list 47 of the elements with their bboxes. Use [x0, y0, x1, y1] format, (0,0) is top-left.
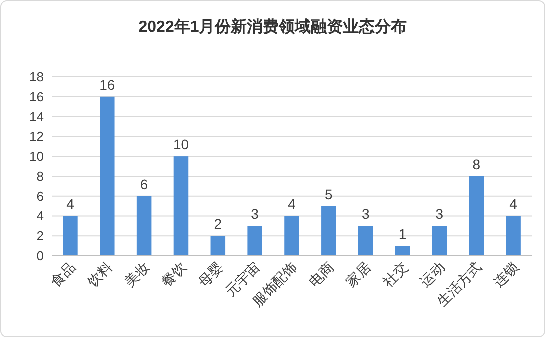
- bar: [395, 246, 410, 256]
- x-tick-label: 饮料: [84, 258, 116, 291]
- data-label: 4: [510, 196, 518, 212]
- data-label: 8: [472, 156, 481, 172]
- x-tick-label: 社交: [380, 258, 411, 290]
- y-tick-label: 0: [36, 248, 44, 264]
- data-label: 10: [173, 136, 190, 153]
- bar: [322, 206, 336, 256]
- y-tick-label: 12: [30, 129, 44, 144]
- x-tick-label: 连锁: [490, 258, 522, 290]
- x-tick-label: 美妆: [121, 258, 152, 290]
- data-label: 2: [214, 216, 222, 232]
- y-tick-label: 2: [36, 228, 44, 244]
- bar: [506, 216, 521, 256]
- x-tick-label: 餐饮: [158, 258, 190, 290]
- data-label: 4: [288, 196, 296, 212]
- bar: [284, 216, 300, 256]
- x-tick-label: 母婴: [195, 258, 226, 290]
- bar: [248, 226, 262, 256]
- y-tick-label: 14: [30, 109, 44, 124]
- y-tick-label: 18: [30, 70, 44, 84]
- x-tick-label: 食品: [47, 258, 79, 290]
- bar: [136, 196, 152, 256]
- bar: [432, 226, 448, 256]
- data-label: 1: [398, 226, 407, 242]
- x-tick-label: 电商: [306, 258, 338, 290]
- data-label: 3: [362, 206, 370, 222]
- data-label: 6: [140, 176, 148, 192]
- y-tick-label: 10: [30, 149, 44, 164]
- y-tick-label: 16: [30, 89, 44, 104]
- bar: [174, 156, 189, 256]
- data-label: 16: [100, 76, 116, 93]
- bar: [469, 176, 484, 256]
- x-tick-label: 运动: [416, 258, 448, 290]
- chart-title: 2022年1月份新消费领域融资业态分布: [138, 18, 408, 36]
- data-label: 3: [436, 206, 444, 222]
- bar: [63, 216, 78, 256]
- y-tick-label: 6: [36, 188, 44, 204]
- bar: [358, 226, 374, 256]
- data-label: 5: [325, 186, 334, 202]
- y-tick-label: 8: [36, 168, 44, 184]
- bar: [210, 236, 226, 256]
- bar: [100, 96, 115, 256]
- x-tick-label: 家居: [342, 258, 374, 290]
- y-tick-label: 4: [36, 208, 44, 224]
- data-label: 3: [251, 206, 260, 222]
- data-label: 4: [66, 196, 75, 212]
